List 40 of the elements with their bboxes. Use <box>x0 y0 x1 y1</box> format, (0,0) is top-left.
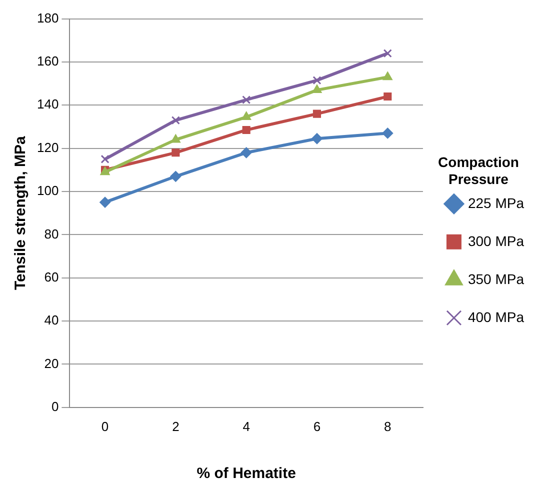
point <box>383 49 392 58</box>
x-tick-label: 4 <box>242 418 250 434</box>
point <box>170 170 182 182</box>
point <box>172 148 180 157</box>
legend-title: Compaction Pressure <box>438 154 519 187</box>
point <box>312 110 322 118</box>
x-tick-label: 0 <box>101 418 109 434</box>
legend-label: 400 MPa <box>468 308 524 325</box>
y-tick-label: 140 <box>36 96 59 112</box>
legend-label: 225 MPa <box>468 194 524 211</box>
point <box>242 95 251 104</box>
point <box>382 128 394 139</box>
point <box>170 134 181 143</box>
x-tick-label: 6 <box>313 418 321 434</box>
point <box>242 126 250 134</box>
legend-label: 300 MPa <box>468 232 524 249</box>
legend-label: 350 MPa <box>468 270 524 287</box>
y-tick-label: 0 <box>51 398 59 414</box>
point <box>382 72 392 80</box>
y-tick-label: 80 <box>44 226 59 242</box>
x-axis-title: % of Hematite <box>196 465 296 482</box>
y-axis-title: Tensile strength, MPa <box>12 135 30 290</box>
y-tick-label: 120 <box>36 140 59 155</box>
point <box>311 133 322 144</box>
point <box>312 84 322 94</box>
point <box>100 196 111 208</box>
point <box>312 76 322 85</box>
y-tick-label: 180 <box>36 10 59 26</box>
point <box>242 112 252 120</box>
y-tick-label: 20 <box>44 356 59 371</box>
point <box>240 147 252 158</box>
point <box>384 92 392 101</box>
y-tick-label: 160 <box>36 54 59 69</box>
x-tick-label: 2 <box>172 418 180 434</box>
y-tick-label: 40 <box>44 312 59 328</box>
point <box>171 116 180 125</box>
y-tick-label: 100 <box>36 183 59 198</box>
point <box>100 154 110 164</box>
x-tick-label: 8 <box>384 418 392 434</box>
y-tick-label: 60 <box>44 269 59 284</box>
